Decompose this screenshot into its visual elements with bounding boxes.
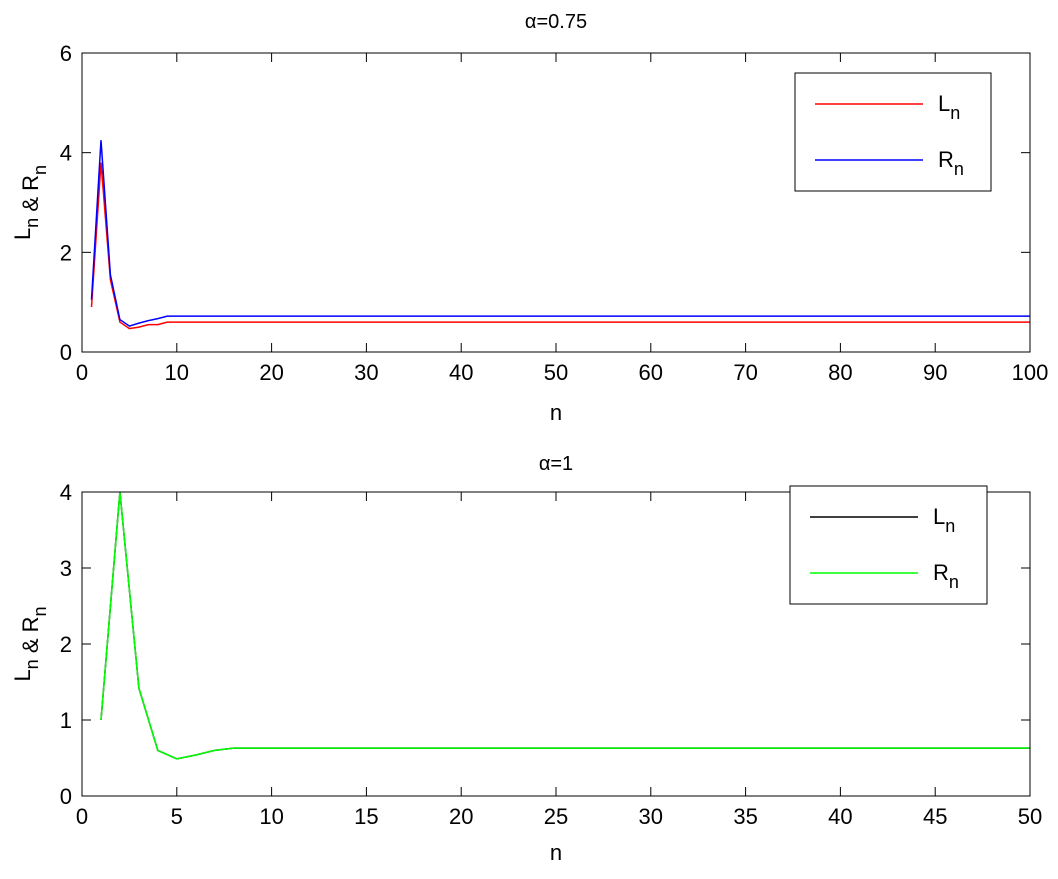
legend-entry: Ln [933, 504, 955, 536]
chart-panel-1: α=0.75 0 10 20 30 40 50 60 70 80 90 100 0 2 4 6 n Ln & Rn… [10, 11, 1048, 425]
y-tick-label: 6 [60, 41, 72, 66]
legend-entry: Rn [938, 147, 964, 179]
y-tick-label: 4 [60, 480, 72, 505]
x-tick-label: 10 [165, 360, 189, 385]
x-tick-label: 30 [354, 360, 378, 385]
x-tick-label: 20 [259, 360, 283, 385]
x-tick-label: 20 [449, 804, 473, 829]
legend: Ln Rn [794, 72, 992, 192]
y-tick-label: 2 [60, 240, 72, 265]
chart-title: α=1 [539, 453, 573, 475]
legend-box [789, 485, 988, 605]
legend-entry: Rn [933, 560, 959, 592]
x-tick-label: 40 [449, 360, 473, 385]
x-tick-label: 5 [171, 804, 183, 829]
y-tick-label: 0 [60, 784, 72, 809]
y-tick-label: 3 [60, 556, 72, 581]
y-axis-label: Ln & Rn [10, 606, 50, 681]
x-tick-label: 10 [259, 804, 283, 829]
x-tick-label: 45 [923, 804, 947, 829]
x-tick-label: 50 [544, 360, 568, 385]
x-tick-label: 100 [1012, 360, 1049, 385]
x-tick-label: 30 [639, 804, 663, 829]
y-tick-label: 4 [60, 141, 72, 166]
y-axis-label: Ln & Rn [10, 165, 50, 240]
series-line-r-n [90, 140, 1030, 327]
chart-panel-2: α=1 0 5 10 15 20 25 30 35 40 45 50 0 1 2 3 4 n Ln & Rn Ln Rn [10, 453, 1042, 865]
x-tick-label: 0 [76, 804, 88, 829]
x-tick-label: 50 [1018, 804, 1042, 829]
x-tick-label: 40 [828, 804, 852, 829]
y-tick-label: 2 [60, 632, 72, 657]
legend: Ln Rn [789, 485, 988, 605]
legend-entry: Ln [938, 91, 960, 123]
x-tick-label: 15 [354, 804, 378, 829]
y-tick-label: 1 [60, 708, 72, 733]
chart-title: α=0.75 [525, 11, 587, 33]
x-tick-label: 60 [639, 360, 663, 385]
x-tick-label: 35 [733, 804, 757, 829]
x-axis-label: n [550, 400, 562, 425]
x-tick-label: 90 [923, 360, 947, 385]
x-tick-label: 80 [828, 360, 852, 385]
x-tick-label: 0 [76, 360, 88, 385]
x-tick-label: 25 [544, 804, 568, 829]
legend-box [794, 72, 992, 192]
x-tick-label: 70 [733, 360, 757, 385]
y-tick-label: 0 [60, 340, 72, 365]
x-axis-label: n [550, 840, 562, 865]
series-line-r-n [100, 491, 1030, 760]
